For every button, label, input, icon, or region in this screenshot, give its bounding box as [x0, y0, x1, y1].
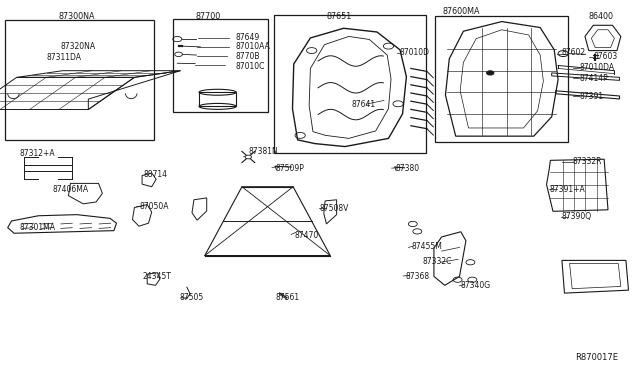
Text: 87332R: 87332R — [573, 157, 602, 166]
Text: 87010C: 87010C — [236, 62, 265, 71]
Text: 87700: 87700 — [195, 12, 221, 21]
Text: 87505: 87505 — [179, 293, 204, 302]
Text: 87391+A: 87391+A — [549, 185, 585, 194]
Text: 87603: 87603 — [594, 52, 618, 61]
Text: 87561: 87561 — [275, 293, 300, 302]
Text: 87010D: 87010D — [400, 48, 430, 57]
Text: 87312+A: 87312+A — [19, 149, 55, 158]
Text: 87414P: 87414P — [579, 74, 608, 83]
Circle shape — [245, 155, 252, 159]
Text: 87649: 87649 — [236, 33, 260, 42]
Text: 24345T: 24345T — [142, 272, 171, 280]
Text: 87300NA: 87300NA — [58, 12, 95, 21]
Text: 87320NA: 87320NA — [61, 42, 96, 51]
Text: 87301MA: 87301MA — [19, 223, 55, 232]
Text: 87455M: 87455M — [412, 242, 442, 251]
Text: 87651: 87651 — [326, 12, 352, 21]
Text: 87010DA: 87010DA — [579, 63, 614, 72]
Text: 8770B: 8770B — [236, 52, 260, 61]
Text: 87391: 87391 — [579, 92, 604, 101]
Text: 87368: 87368 — [405, 272, 429, 280]
Text: 87390Q: 87390Q — [562, 212, 592, 221]
Circle shape — [486, 71, 494, 75]
Text: 87380: 87380 — [396, 164, 420, 173]
Text: R870017E: R870017E — [575, 353, 618, 362]
Text: 87406MA: 87406MA — [52, 185, 88, 194]
Text: 87332C: 87332C — [422, 257, 452, 266]
Text: 87508V: 87508V — [320, 204, 349, 213]
Text: 87600MA: 87600MA — [442, 7, 479, 16]
Text: 87381N: 87381N — [248, 147, 278, 155]
Text: 87311DA: 87311DA — [46, 53, 81, 62]
Text: 87010AA: 87010AA — [236, 42, 270, 51]
Text: 87340G: 87340G — [461, 281, 491, 290]
Text: 86400: 86400 — [589, 12, 614, 21]
Text: 87050A: 87050A — [140, 202, 169, 211]
Text: 87602: 87602 — [562, 48, 586, 57]
Text: 87509P: 87509P — [275, 164, 304, 173]
Text: 87641: 87641 — [352, 100, 376, 109]
Text: 88714: 88714 — [144, 170, 168, 179]
Text: 87470: 87470 — [294, 231, 319, 240]
